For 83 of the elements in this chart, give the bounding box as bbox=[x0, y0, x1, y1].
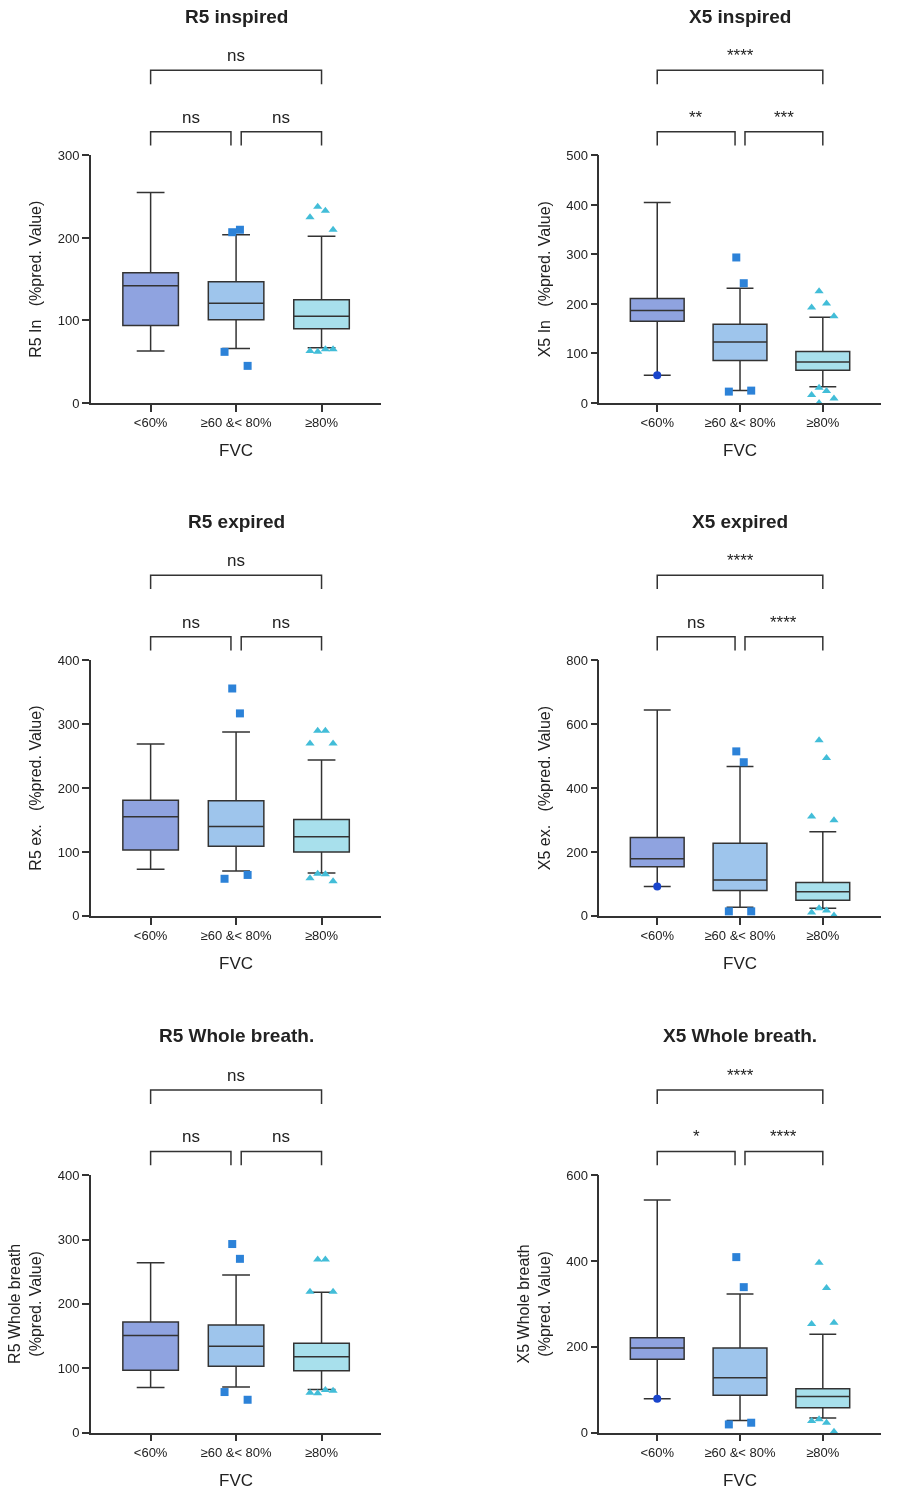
y-tick-label: 600 bbox=[566, 1167, 588, 1183]
text: ns bbox=[227, 1066, 245, 1085]
x-axis-title: FVC bbox=[723, 1470, 758, 1490]
y-tick-label: 0 bbox=[580, 908, 588, 924]
x-axis-title: FVC bbox=[723, 954, 758, 974]
x-tick-label: <60% bbox=[133, 928, 168, 944]
y-tick-label: 400 bbox=[57, 652, 80, 668]
text: * bbox=[693, 1127, 700, 1146]
chart-title: X5 Whole breath. bbox=[663, 1025, 818, 1046]
text: ns bbox=[182, 108, 200, 127]
text: ns bbox=[182, 613, 200, 632]
y-tick-label: 600 bbox=[566, 716, 588, 732]
y-tick-label: 0 bbox=[72, 908, 80, 924]
y-tick-label: 800 bbox=[566, 652, 588, 668]
x-tick-label: ≥60 &< 80% bbox=[200, 415, 273, 431]
y-axis-title: X5 ex. (%pred. Value) bbox=[535, 705, 553, 871]
chart-title: X5 inspired bbox=[689, 6, 792, 27]
y-axis-title: R5 In (%pred. Value) bbox=[27, 200, 45, 358]
x-tick-label: ≥80% bbox=[806, 415, 840, 431]
y-tick-label: 0 bbox=[72, 395, 80, 411]
y-tick-label: 200 bbox=[57, 780, 80, 796]
y-tick-label: 100 bbox=[57, 844, 80, 860]
text: *** bbox=[774, 108, 795, 127]
text: ns bbox=[272, 613, 290, 632]
x-tick-label: ≥80% bbox=[806, 928, 840, 944]
x-tick-label: <60% bbox=[133, 1444, 168, 1460]
x-tick-label: ≥60 &< 80% bbox=[704, 1444, 777, 1460]
chart-title: R5 inspired bbox=[185, 6, 289, 27]
text: **** bbox=[727, 1066, 754, 1085]
y-tick-label: 300 bbox=[57, 716, 80, 732]
y-tick-label: 400 bbox=[566, 780, 588, 796]
chart-title: R5 expired bbox=[188, 511, 286, 532]
y-tick-label: 0 bbox=[580, 395, 588, 411]
text: ns bbox=[687, 613, 705, 632]
y-tick-label: 100 bbox=[57, 313, 80, 329]
text: ns bbox=[272, 1127, 290, 1146]
text: ns bbox=[182, 1127, 200, 1146]
y-tick-label: 200 bbox=[57, 230, 80, 246]
y-tick-label: 0 bbox=[580, 1425, 588, 1441]
text: ns bbox=[227, 46, 245, 65]
text: **** bbox=[727, 551, 754, 570]
text: **** bbox=[770, 613, 797, 632]
x-axis-title: FVC bbox=[219, 1470, 254, 1490]
chart-title: X5 expired bbox=[692, 511, 789, 532]
x-tick-label: ≥60 &< 80% bbox=[704, 415, 777, 431]
x-tick-label: <60% bbox=[640, 415, 675, 431]
text: **** bbox=[770, 1127, 797, 1146]
y-tick-label: 400 bbox=[566, 197, 588, 213]
text: ns bbox=[272, 108, 290, 127]
x-tick-label: ≥80% bbox=[304, 415, 339, 431]
y-tick-label: 300 bbox=[57, 1232, 80, 1248]
x-tick-label: <60% bbox=[133, 415, 168, 431]
x-axis-title: FVC bbox=[723, 441, 758, 461]
y-tick-label: 100 bbox=[57, 1360, 80, 1376]
y-tick-label: 100 bbox=[566, 346, 588, 362]
x-tick-label: ≥60 &< 80% bbox=[704, 928, 777, 944]
y-tick-label: 200 bbox=[566, 844, 588, 860]
text: ** bbox=[689, 108, 703, 127]
text: ns bbox=[227, 551, 245, 570]
x-tick-label: ≥60 &< 80% bbox=[200, 928, 273, 944]
x-tick-label: ≥80% bbox=[304, 1444, 339, 1460]
y-tick-label: 200 bbox=[57, 1296, 80, 1312]
x-tick-label: <60% bbox=[640, 1444, 675, 1460]
x-tick-label: ≥80% bbox=[304, 928, 339, 944]
y-tick-label: 0 bbox=[72, 1425, 80, 1441]
x-axis-title: FVC bbox=[219, 441, 254, 461]
x-tick-label: ≥80% bbox=[806, 1444, 840, 1460]
y-axis-title: X5 In (%pred. Value) bbox=[535, 201, 553, 358]
y-tick-label: 500 bbox=[566, 148, 588, 164]
y-tick-label: 300 bbox=[57, 148, 80, 164]
y-axis-title: R5 ex. (%pred. Value) bbox=[27, 705, 45, 871]
y-tick-label: 200 bbox=[566, 296, 588, 312]
y-tick-label: 300 bbox=[566, 247, 588, 263]
chart-title: R5 Whole breath. bbox=[159, 1025, 315, 1046]
y-tick-label: 400 bbox=[566, 1253, 588, 1269]
y-axis-title: R5 Whole breath (%pred. Value) bbox=[6, 1243, 45, 1364]
x-tick-label: <60% bbox=[640, 928, 675, 944]
x-tick-label: ≥60 &< 80% bbox=[200, 1444, 273, 1460]
y-tick-label: 400 bbox=[57, 1167, 80, 1183]
y-axis-title: X5 Whole breath (%pred. Value) bbox=[514, 1244, 553, 1364]
text: **** bbox=[727, 46, 754, 65]
x-axis-title: FVC bbox=[219, 954, 254, 974]
y-tick-label: 200 bbox=[566, 1339, 588, 1355]
